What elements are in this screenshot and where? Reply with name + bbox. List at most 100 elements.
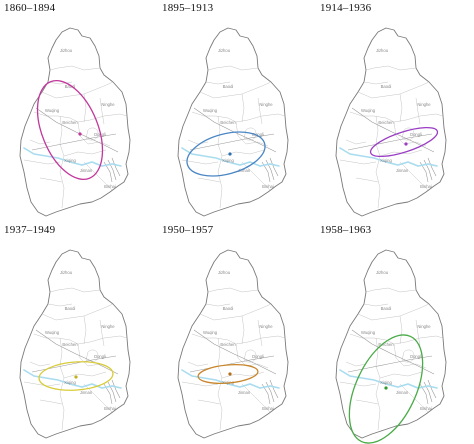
district-label: Beichen xyxy=(378,342,394,347)
district-boundary xyxy=(99,319,105,347)
district-boundary xyxy=(235,113,286,123)
district-boundary xyxy=(393,113,444,123)
map-layers: Jizhou Baodi Wuqing Ninghe Beichen Dongli Xiqi… xyxy=(335,249,447,444)
district-label: Baodi xyxy=(65,306,76,311)
district-boundary xyxy=(77,121,111,147)
district-boundary xyxy=(33,111,79,123)
district-label: Wuqing xyxy=(361,330,376,335)
district-label: Binhai xyxy=(104,406,116,411)
district-boundary xyxy=(401,127,415,141)
district-boundary xyxy=(39,177,63,183)
haihe-river xyxy=(23,369,122,389)
district-label: Ninghe xyxy=(101,324,115,329)
district-label: Dongli xyxy=(94,132,106,137)
district-boundary xyxy=(365,65,417,71)
railway-line xyxy=(107,381,117,403)
district-label: Wuqing xyxy=(203,330,218,335)
district-boundary xyxy=(207,65,259,71)
district-boundary xyxy=(355,177,379,183)
district-label: Jinnan xyxy=(396,168,409,173)
railway-line xyxy=(347,133,433,151)
district-label: Dongli xyxy=(410,132,422,137)
district-boundary xyxy=(243,349,257,363)
district-boundary xyxy=(345,139,367,145)
haihe-river xyxy=(181,147,280,167)
tianjin-map: JizhouBaodiWuqingNingheBeichenDongliXiqi… xyxy=(335,27,447,217)
map-panel-3: 1914–1936 Jizhou Baodi Wuqing Ninghe Beichen… xyxy=(316,0,474,222)
district-label: Binhai xyxy=(420,406,432,411)
district-boundary xyxy=(415,319,421,347)
district-label: Baodi xyxy=(381,84,392,89)
district-label: Xiqing xyxy=(222,158,234,163)
mean-center-point xyxy=(78,132,82,136)
standard-deviation-ellipse xyxy=(36,80,104,180)
district-boundary xyxy=(197,399,221,405)
railway-line xyxy=(189,355,275,373)
district-boundary xyxy=(47,303,73,307)
district-label: Beichen xyxy=(378,120,394,125)
railway-line xyxy=(111,379,121,399)
district-boundary xyxy=(349,333,395,345)
railway-line xyxy=(265,381,275,403)
railway-line xyxy=(427,157,437,177)
district-boundary xyxy=(257,97,263,125)
district-boundary xyxy=(357,303,430,321)
district-boundary xyxy=(393,121,427,147)
district-label: Xiqing xyxy=(64,158,76,163)
map-panel-6: 1958–1963 Jizhou Baodi Wuqing Ninghe Beichen… xyxy=(316,222,474,444)
district-boundary xyxy=(349,111,395,123)
district-boundary xyxy=(401,349,415,363)
district-label: Jinnan xyxy=(80,168,93,173)
district-boundary xyxy=(181,381,219,387)
mean-center-point xyxy=(74,375,78,379)
district-label: Ninghe xyxy=(259,324,273,329)
panel-title: 1860–1894 xyxy=(4,2,56,14)
district-boundary xyxy=(257,319,263,347)
district-boundary xyxy=(83,161,113,191)
railway-line xyxy=(31,133,117,151)
panel-title: 1937–1949 xyxy=(4,224,56,236)
district-boundary xyxy=(345,361,367,367)
district-boundary xyxy=(49,65,101,71)
district-boundary xyxy=(63,371,107,379)
railway-line xyxy=(351,329,435,375)
district-boundary xyxy=(29,139,51,145)
district-label: Jinnan xyxy=(396,390,409,395)
panel-title: 1958–1963 xyxy=(320,224,372,236)
mean-center-point xyxy=(384,386,388,390)
district-label: Binhai xyxy=(262,406,274,411)
district-boundary xyxy=(365,287,417,293)
district-label: Binhai xyxy=(104,184,116,189)
district-boundary xyxy=(85,127,99,141)
district-boundary xyxy=(241,315,245,345)
tianjin-map: JizhouBaodiWuqingNingheBeichenDongliXiqi… xyxy=(177,249,289,439)
district-boundary xyxy=(23,381,61,387)
district-label: Jinnan xyxy=(238,390,251,395)
railway-line xyxy=(35,329,119,375)
district-boundary xyxy=(339,159,377,165)
district-label: Jinnan xyxy=(80,390,93,395)
district-label: Jizhou xyxy=(376,48,389,53)
railway-line xyxy=(189,133,275,151)
district-boundary xyxy=(29,361,51,367)
district-label: Binhai xyxy=(420,184,432,189)
district-boundary xyxy=(83,315,87,345)
railway-line xyxy=(351,107,435,153)
standard-deviation-ellipse xyxy=(38,361,114,391)
district-label: Jinnan xyxy=(238,168,251,173)
district-label: Dongli xyxy=(252,132,264,137)
district-boundary xyxy=(181,159,219,165)
tianjin-map: JizhouBaodiWuqingNingheBeichenDongliXiqi… xyxy=(335,249,447,444)
district-boundary xyxy=(399,161,429,191)
district-label: Xiqing xyxy=(64,380,76,385)
district-label: Beichen xyxy=(62,342,78,347)
haihe-river xyxy=(23,147,122,167)
district-label: Baodi xyxy=(381,306,392,311)
district-label: Jizhou xyxy=(60,48,73,53)
district-label: Ninghe xyxy=(417,324,431,329)
district-boundary xyxy=(235,121,269,147)
district-label: Xiqing xyxy=(380,158,392,163)
haihe-river xyxy=(339,369,438,389)
district-boundary xyxy=(205,81,231,85)
